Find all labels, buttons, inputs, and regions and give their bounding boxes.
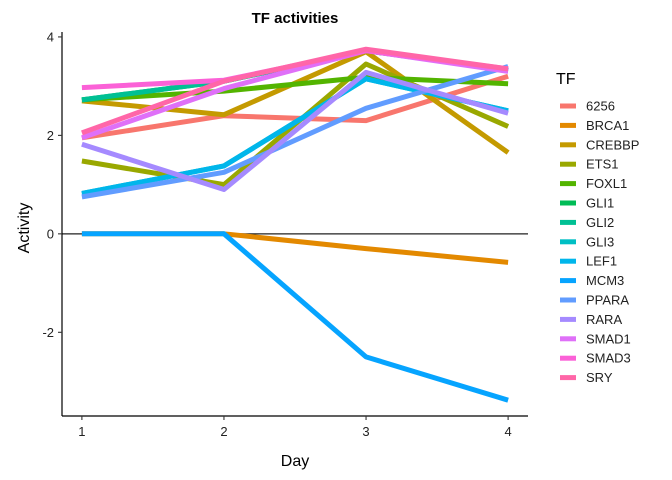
x-tick-label: 4: [504, 424, 511, 439]
legend-label-foxl1: FOXL1: [586, 176, 627, 191]
legend-label-rara: RARA: [586, 312, 622, 327]
legend-label-brca1: BRCA1: [586, 118, 629, 133]
legend-label-ppara: PPARA: [586, 293, 629, 308]
series-line-ppara: [81, 64, 509, 200]
legend-label-mcm3: MCM3: [586, 273, 624, 288]
legend-label-gli2: GLI2: [586, 215, 614, 230]
series-line-6256: [81, 73, 509, 141]
legend-label-6256: 6256: [586, 99, 615, 114]
y-tick-label: 4: [47, 29, 54, 44]
y-tick-label: 0: [47, 226, 54, 241]
legend-label-ets1: ETS1: [586, 157, 619, 172]
chart-title: TF activities: [252, 10, 339, 27]
series-line-rara: [81, 69, 509, 192]
legend-label-lef1: LEF1: [586, 254, 617, 269]
x-tick-label: 3: [362, 424, 369, 439]
legend-title: TF: [556, 71, 576, 88]
y-tick-label: -2: [42, 325, 54, 340]
plot-area: 4 2 0 -2 1 2 3 4: [42, 29, 528, 439]
legend-label-crebbp: CREBBP: [586, 137, 639, 152]
legend: TF 6256 BRCA1 CREBBP ETS1 FOXL1 GLI1 GLI2 GLI3 L…: [556, 71, 639, 385]
legend-label-smad3: SMAD3: [586, 351, 631, 366]
x-axis-title: Day: [281, 453, 309, 470]
series-line-foxl1: [81, 74, 509, 103]
x-tick-label: 2: [220, 424, 227, 439]
legend-label-smad1: SMAD1: [586, 331, 631, 346]
legend-label-gli1: GLI1: [586, 196, 614, 211]
series-line-mcm3: [81, 231, 509, 403]
legend-label-gli3: GLI3: [586, 234, 614, 249]
y-tick-label: 2: [47, 128, 54, 143]
legend-label-sry: SRY: [586, 370, 613, 385]
y-axis-title: Activity: [16, 203, 33, 254]
series-line-brca1: [81, 231, 509, 265]
series-line-sry: [81, 46, 509, 136]
x-tick-label: 1: [78, 424, 85, 439]
